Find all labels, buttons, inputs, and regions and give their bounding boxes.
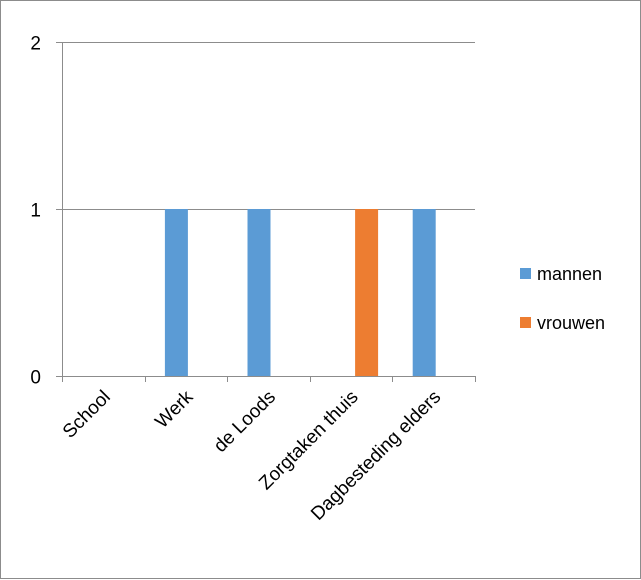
y-tick-label: 0 [30, 368, 41, 389]
bar-mannen [164, 209, 188, 376]
x-tick-label: School [59, 387, 115, 443]
bars [164, 209, 436, 376]
axes [56, 42, 476, 382]
legend-label-vrouwen: vrouwen [537, 313, 605, 333]
legend-swatch-mannen [520, 268, 531, 279]
y-tick-labels: 0 1 2 [30, 34, 41, 389]
y-tick-label: 2 [30, 34, 41, 55]
bar-mannen [247, 209, 271, 376]
legend-swatch-vrouwen [520, 317, 531, 328]
bar-mannen [412, 209, 436, 376]
gridlines [62, 42, 475, 210]
x-tick-label: Werk [151, 386, 197, 432]
bar-vrouwen [355, 209, 379, 376]
x-tick-label: de Loods [210, 387, 280, 457]
legend: mannen vrouwen [520, 264, 605, 333]
legend-label-mannen: mannen [537, 264, 602, 284]
y-tick-label: 1 [30, 201, 41, 222]
